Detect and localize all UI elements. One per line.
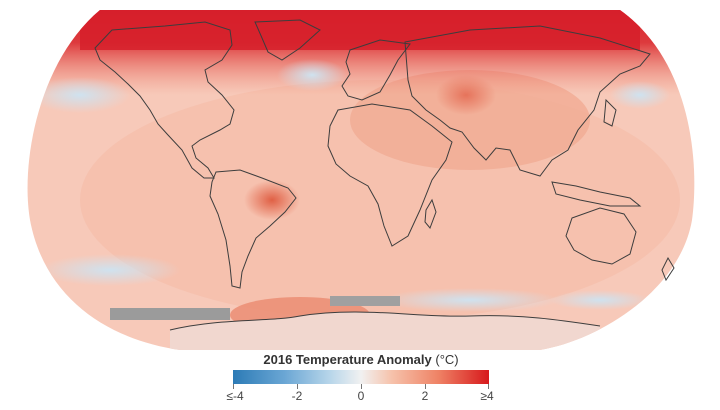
legend-unit: (°C) (435, 352, 459, 367)
north-pacific-cool-spot (30, 77, 130, 113)
north-america-outline (94, 21, 235, 179)
legend-tick-mark (233, 384, 234, 389)
legend-tick-label: 0 (357, 389, 365, 403)
legend-tick-mark (297, 384, 298, 389)
africa-outline (327, 103, 453, 247)
central-asia-hot-spot (436, 75, 496, 115)
legend-tick-mark (425, 384, 426, 389)
brazil-hot-spot (244, 180, 300, 220)
legend-title-text: 2016 Temperature Anomaly (263, 352, 432, 367)
color-legend: 2016 Temperature Anomaly (°C) ≤-4 -2 0 2… (226, 352, 494, 405)
legend-tick-labels: ≤-4 -2 0 2 ≥4 (226, 389, 494, 405)
legend-title: 2016 Temperature Anomaly (°C) (230, 352, 492, 367)
north-atlantic-cool-spot (277, 59, 347, 91)
legend-tick-mark (488, 384, 489, 389)
legend-tick-mark (361, 384, 362, 389)
new-zealand-outline (661, 256, 675, 282)
antarctica (170, 311, 600, 350)
south-america-outline (209, 169, 297, 289)
japan-outline (603, 98, 617, 127)
south-pacific-cool-spot (40, 254, 180, 286)
legend-tick-label: 2 (421, 389, 429, 403)
no-data-area (110, 308, 230, 320)
australia-outline (565, 207, 637, 265)
continent-outlines (94, 19, 675, 331)
asia-outline (404, 25, 651, 177)
legend-tick-label: ≥4 (480, 389, 494, 403)
greenland-outline (254, 19, 321, 61)
legend-tick-label: -2 (291, 389, 303, 403)
legend-tick-label: ≤-4 (226, 389, 244, 403)
legend-color-bar (233, 370, 489, 389)
antarctica-outline (169, 311, 601, 331)
indonesia-outline (551, 181, 642, 207)
madagascar-outline (424, 198, 437, 229)
